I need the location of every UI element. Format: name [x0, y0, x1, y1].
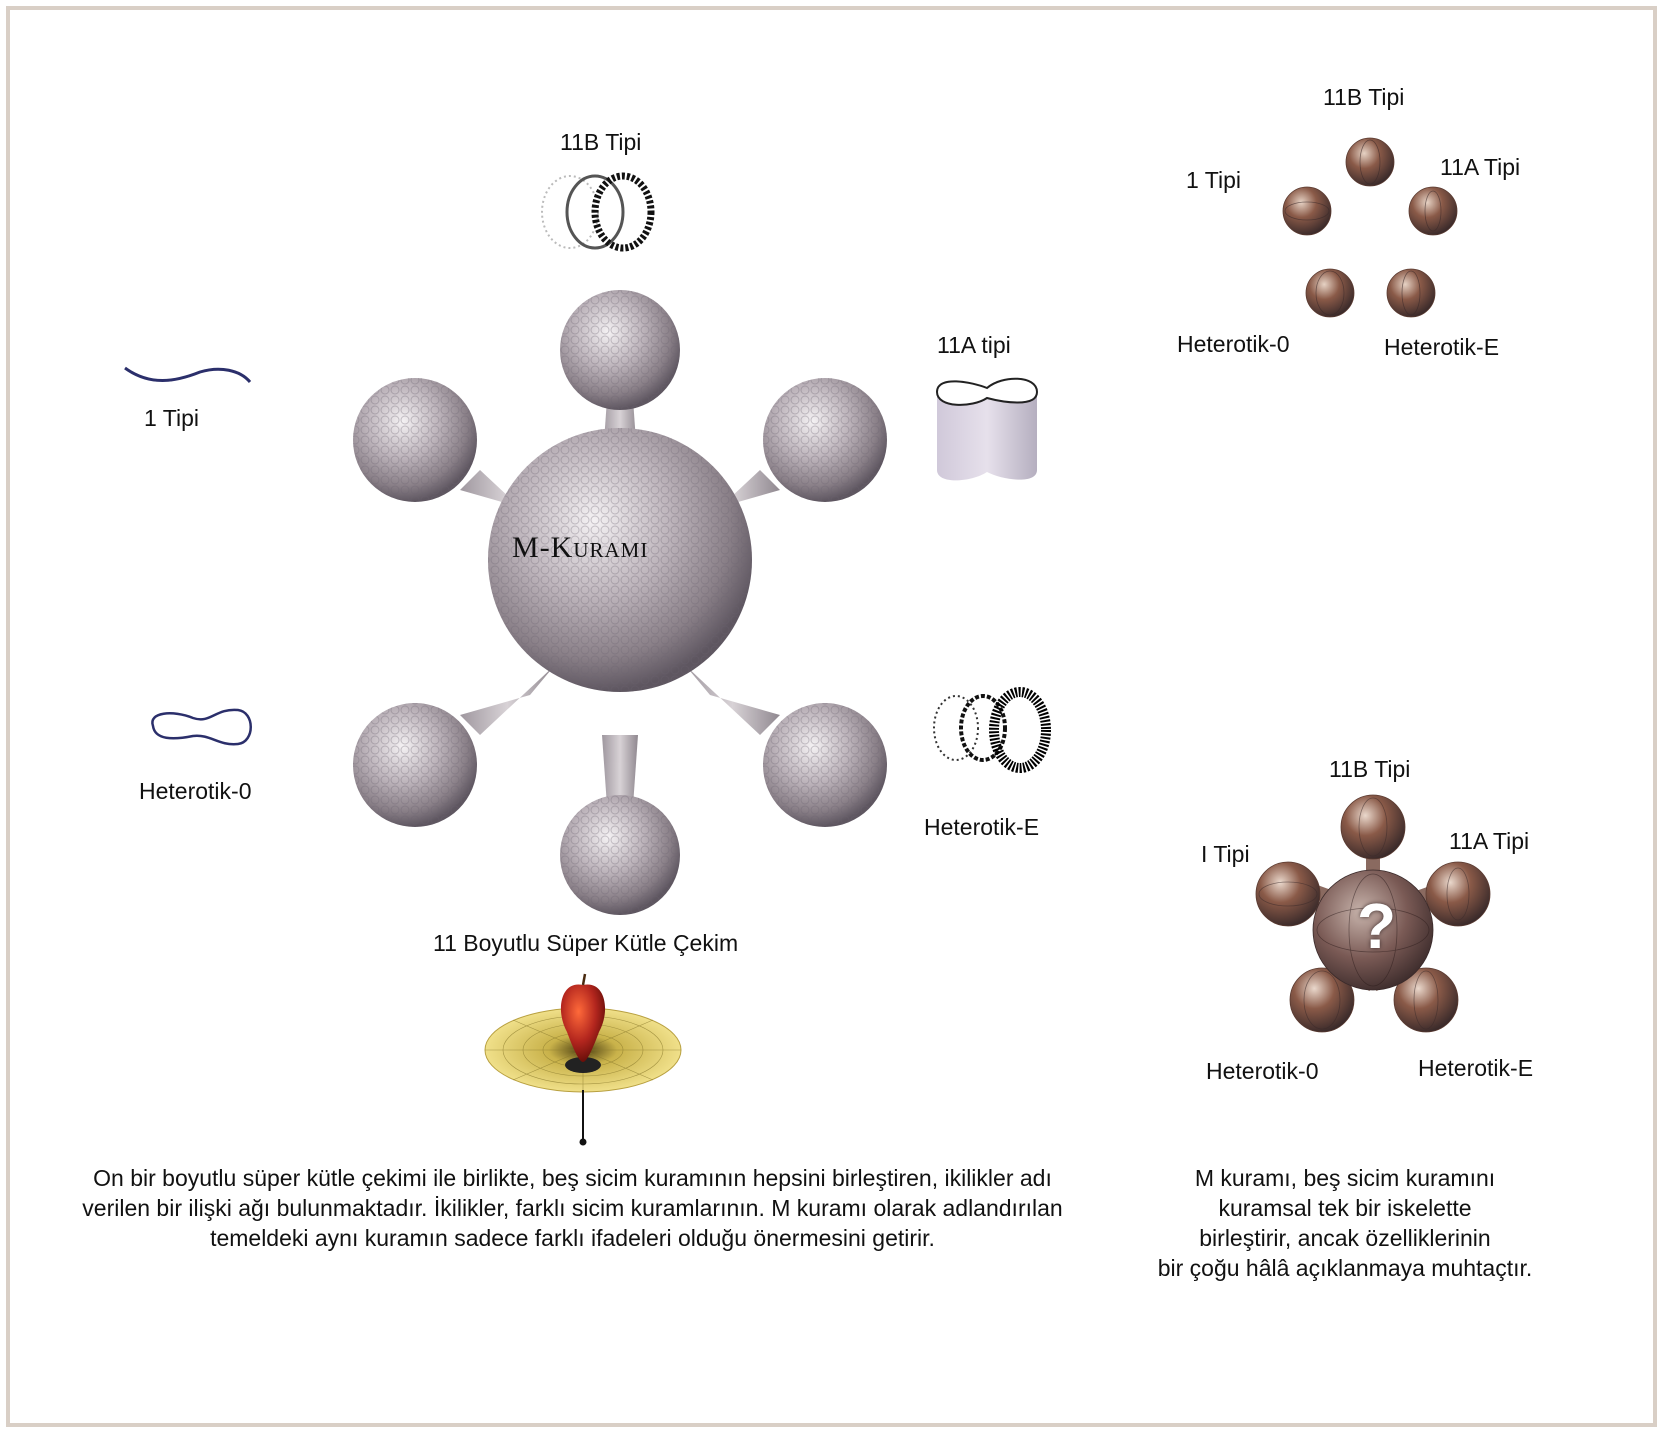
label-11a-main: 11A tipi	[937, 332, 1011, 358]
label-type1-bottomright: I Tipi	[1201, 841, 1250, 867]
label-11a-topright: 11A Tipi	[1440, 154, 1521, 180]
m-theory-title: M-Kuramı	[512, 531, 649, 564]
label-type1-topright: 1 Tipi	[1186, 167, 1241, 193]
unified-m-theory-diagram	[1255, 794, 1491, 1033]
label-supergravity: 11 Boyutlu Süper Kütle Çekim	[433, 930, 739, 956]
outer-spheres	[353, 290, 887, 915]
label-type1-main: 1 Tipi	[144, 405, 199, 431]
label-heterotice-topright: Heterotik-E	[1384, 334, 1500, 360]
theory-spheres	[1282, 137, 1458, 318]
label-11b-topright: 11B Tipi	[1323, 84, 1405, 110]
central-unknown-sphere	[1312, 869, 1434, 991]
main-caption: On bir boyutlu süper kütle çekimi ile bi…	[50, 1163, 1095, 1253]
label-11a-bottomright: 11A Tipi	[1449, 828, 1530, 854]
main-caption-line: verilen bir ilişki ağı bulunmaktadır. İk…	[82, 1195, 1063, 1221]
right-caption-line: kuramsal tek bir iskelette	[1218, 1195, 1472, 1221]
right-caption: M kuramı, beş sicim kuramını kuramsal te…	[1145, 1163, 1545, 1283]
closed-strings-icon	[541, 172, 655, 252]
separate-theories-diagram	[1282, 137, 1458, 318]
main-caption-line: On bir boyutlu süper kütle çekimi ile bi…	[93, 1165, 1052, 1191]
theory-spheres-joined	[1255, 794, 1491, 1033]
label-heterotic0-main: Heterotik-0	[139, 778, 252, 804]
label-11b-main: 11B Tipi	[560, 129, 642, 155]
label-heterotice-main: Heterotik-E	[924, 814, 1040, 840]
label-heterotic0-topright: Heterotik-0	[1177, 331, 1290, 357]
membrane-icon	[935, 377, 1039, 481]
open-string-icon	[124, 366, 252, 384]
right-caption-line: M kuramı, beş sicim kuramını	[1194, 1165, 1496, 1191]
label-11b-bottomright: 11B Tipi	[1329, 756, 1411, 782]
label-heterotic0-bottomright: Heterotik-0	[1206, 1058, 1319, 1084]
right-caption-line: bir çoğu hâlâ açıklanmaya muhtaçtır.	[1157, 1255, 1533, 1281]
main-caption-line: temeldeki aynı kuramın sadece farklı ifa…	[210, 1225, 935, 1251]
right-caption-line: birleştirir, ancak özelliklerinin	[1199, 1225, 1491, 1251]
label-heterotice-bottomright: Heterotik-E	[1418, 1055, 1534, 1081]
apple-gravity-well-icon	[484, 973, 682, 1146]
heterotic-0-loop-icon	[151, 708, 252, 746]
m-theory-diagram	[353, 290, 887, 915]
heterotic-e-rings-icon	[933, 687, 1051, 773]
question-mark-icon: ?	[1357, 890, 1397, 962]
central-sphere	[488, 428, 752, 692]
